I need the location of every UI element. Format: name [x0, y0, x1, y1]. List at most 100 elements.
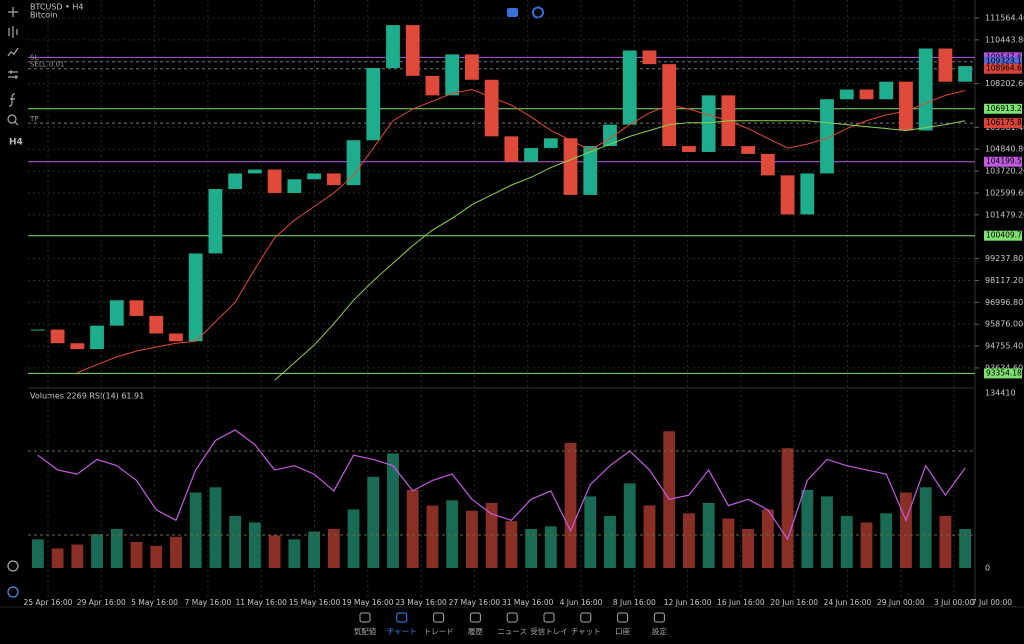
- price-label: 103720.20: [985, 167, 1024, 176]
- volume-bar: [959, 528, 972, 568]
- volume-bar: [31, 539, 44, 568]
- candle: [780, 175, 795, 215]
- price-label: 104840.80: [985, 145, 1024, 154]
- candle: [760, 153, 775, 176]
- candle: [800, 173, 815, 215]
- nav-icon: [653, 612, 665, 623]
- time-label: 27 May 16:00: [449, 598, 501, 607]
- nav-label[interactable]: チャット: [571, 627, 601, 636]
- candle: [129, 300, 144, 316]
- volume-bar: [544, 526, 557, 568]
- nav-label[interactable]: 気配値: [354, 626, 377, 636]
- volume-bar: [327, 528, 340, 568]
- candle: [346, 140, 361, 186]
- time-label: 11 May 16:00: [235, 598, 287, 607]
- volume-bar: [840, 515, 853, 568]
- candle: [642, 50, 657, 65]
- candle: [839, 89, 854, 100]
- icon[interactable]: [507, 8, 518, 17]
- volume-bar: [643, 505, 656, 568]
- candle: [386, 25, 400, 69]
- candle: [109, 300, 124, 326]
- nav-icon: [617, 612, 629, 623]
- nav-label[interactable]: 受信トレイ: [530, 626, 568, 636]
- volume-bar: [919, 487, 932, 568]
- level-tag: SELL 0.01: [30, 61, 64, 69]
- price-label: 95876.00: [985, 320, 1023, 329]
- level-label-bg: [984, 230, 1022, 241]
- volume-bar: [604, 515, 616, 568]
- candle: [267, 169, 282, 193]
- nav-label[interactable]: ニュース: [497, 627, 527, 636]
- nav-label[interactable]: トレード: [424, 627, 454, 636]
- rsi-line: [37, 429, 966, 541]
- time-label: 3 Jul 00:00: [934, 598, 974, 607]
- volume-bar: [150, 545, 163, 568]
- time-label: 23 May 16:00: [395, 598, 447, 607]
- volume-bar: [268, 535, 281, 568]
- moving-average: [77, 88, 966, 373]
- candle: [228, 173, 243, 190]
- candle: [326, 173, 341, 186]
- level-label-bg: [984, 156, 1022, 167]
- nav-icon: [580, 612, 592, 623]
- level-label-bg: [984, 368, 1022, 379]
- volume-bar: [288, 539, 301, 568]
- level-label-bg: [984, 103, 1022, 114]
- volume-bar: [446, 500, 459, 568]
- candle: [50, 329, 65, 344]
- volume-bar: [860, 522, 873, 568]
- volume-bar: [584, 496, 597, 568]
- indicator-label: Volumes 2269 RSI(14) 61.91: [30, 392, 144, 401]
- volume-label: 134410: [985, 389, 1016, 398]
- nav-icon: [359, 612, 371, 623]
- price-label: 98117.20: [985, 276, 1023, 285]
- time-label: 29 Jun 00:00: [877, 598, 925, 607]
- level-label: 106913.20: [986, 104, 1024, 113]
- level-label: 93354.18: [986, 368, 1022, 377]
- volume-bar: [248, 522, 261, 568]
- volume-bar: [683, 513, 695, 568]
- volume-bar: [821, 496, 833, 568]
- level-label-bg: [984, 118, 1022, 129]
- volume-bar: [761, 509, 774, 568]
- level-label-bg: [984, 63, 1022, 74]
- time-label: 31 May 16:00: [502, 598, 554, 607]
- candle: [90, 325, 104, 350]
- price-label: 111564.40: [985, 13, 1024, 22]
- nav-label[interactable]: 口座: [615, 626, 630, 636]
- price-label: 110443.80: [985, 35, 1024, 44]
- volume-bar: [406, 489, 419, 568]
- volume-bar: [564, 443, 577, 568]
- volume-bar: [722, 518, 735, 568]
- nav-label[interactable]: チャート: [387, 627, 417, 636]
- level-label: 108964.61: [986, 64, 1024, 73]
- candle: [583, 146, 598, 195]
- candle: [149, 315, 164, 334]
- moving-average: [274, 120, 966, 381]
- nav-label[interactable]: 設定: [652, 626, 667, 636]
- volume-bar: [71, 544, 84, 568]
- candle: [741, 146, 756, 154]
- candle: [307, 173, 321, 180]
- volume-bar: [170, 536, 182, 568]
- timeframe-icon[interactable]: H4: [9, 138, 23, 148]
- nav-label[interactable]: 履歴: [468, 627, 483, 636]
- candle: [484, 79, 499, 137]
- volume-bar: [525, 528, 538, 568]
- description: Bitcoin: [30, 11, 57, 20]
- candle: [701, 95, 716, 152]
- candle: [958, 66, 973, 82]
- candle: [504, 136, 519, 162]
- nav-icon: [543, 612, 555, 623]
- candle: [524, 148, 538, 162]
- candle: [543, 138, 558, 149]
- volume-bar: [229, 515, 242, 568]
- volume-bar: [426, 505, 439, 568]
- volume-label: 0: [985, 564, 990, 573]
- candle: [563, 138, 578, 195]
- candle: [682, 146, 696, 152]
- time-label: 8 Jun 16:00: [613, 598, 656, 607]
- candle: [879, 81, 894, 100]
- price-label: 102599.60: [985, 188, 1024, 197]
